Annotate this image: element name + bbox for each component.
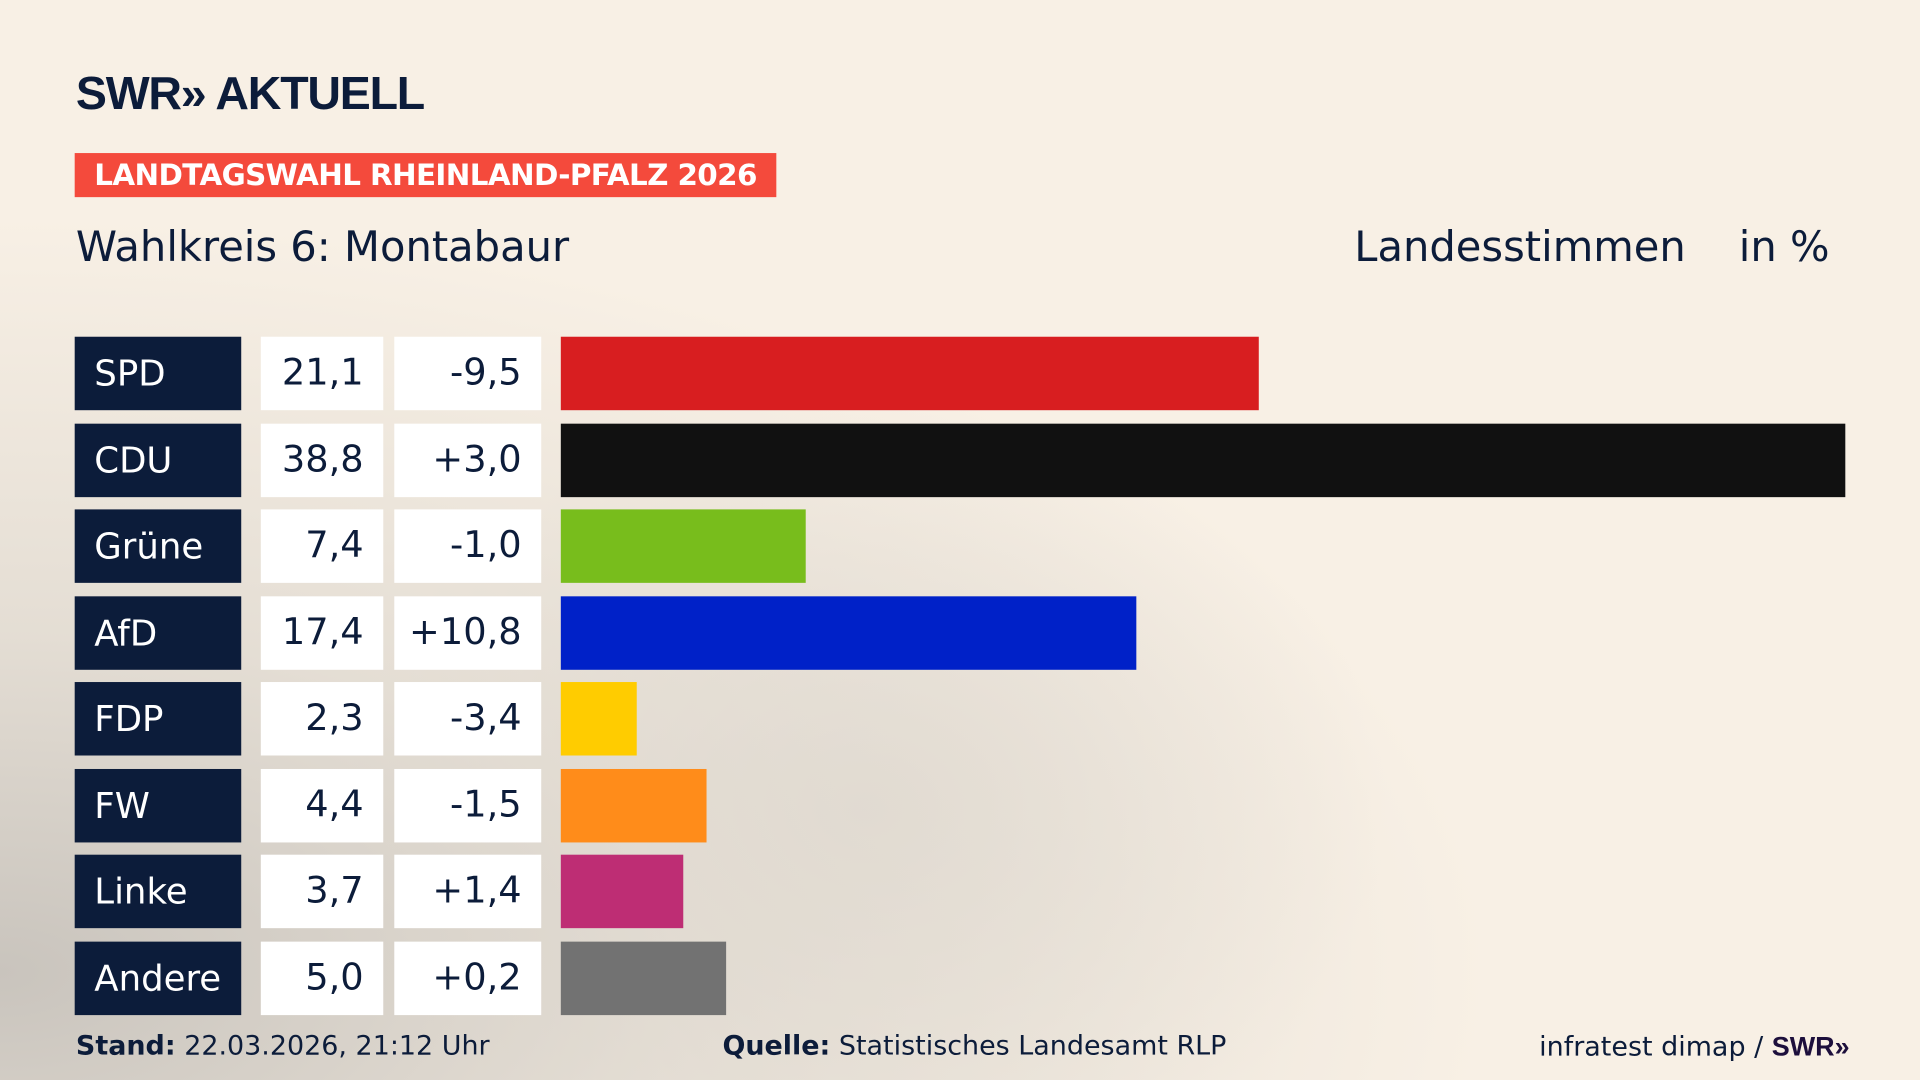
bar	[560, 941, 727, 1015]
bar	[560, 423, 1846, 497]
stand-value: 22.03.2026, 21:12 Uhr	[184, 1031, 490, 1062]
source: Quelle: Statistisches Landesamt RLP	[722, 1031, 1226, 1062]
bar-row: Grüne 7,4 -1,0	[0, 509, 1920, 583]
value-label: 5,0	[260, 941, 384, 1015]
vote-type-label: Landesstimmen	[1354, 222, 1686, 272]
timestamp: Stand: 22.03.2026, 21:12 Uhr	[76, 1031, 490, 1062]
party-label: FDP	[74, 682, 242, 756]
stand-label: Stand:	[75, 1031, 176, 1062]
value-label: 38,8	[260, 423, 384, 497]
bar	[560, 768, 707, 842]
party-label: AfD	[74, 595, 242, 670]
credit-text: infratest dimap /	[1539, 1032, 1772, 1063]
value-label: 3,7	[260, 854, 384, 929]
credit: infratest dimap / SWR»	[1539, 1031, 1849, 1063]
diff-label: +0,2	[394, 941, 542, 1015]
bar	[560, 336, 1260, 411]
constituency-title: Wahlkreis 6: Montabaur	[75, 222, 570, 272]
bar	[560, 854, 684, 929]
diff-label: -9,5	[394, 336, 542, 411]
source-value: Statistisches Landesamt RLP	[838, 1031, 1227, 1062]
diff-label: +10,8	[394, 595, 542, 670]
party-label: CDU	[74, 423, 242, 497]
bar-row: FW 4,4 -1,5	[0, 768, 1920, 842]
party-label: Grüne	[74, 509, 242, 583]
election-banner: LANDTAGSWAHL RHEINLAND-PFALZ 2026	[74, 153, 777, 198]
value-label: 21,1	[260, 336, 384, 411]
value-label: 4,4	[260, 768, 384, 842]
party-label: FW	[74, 768, 242, 842]
bar-row: FDP 2,3 -3,4	[0, 682, 1920, 756]
value-label: 7,4	[260, 509, 384, 583]
bar-row: AfD 17,4 +10,8	[0, 595, 1920, 670]
party-label: Andere	[74, 941, 242, 1015]
diff-label: +1,4	[394, 854, 542, 929]
diff-label: -3,4	[394, 682, 542, 756]
value-label: 17,4	[260, 595, 384, 670]
diff-label: -1,0	[394, 509, 542, 583]
bar-row: Andere 5,0 +0,2	[0, 941, 1920, 1015]
swr-logo: SWR»	[1771, 1031, 1850, 1062]
bar	[560, 682, 637, 756]
bar-row: SPD 21,1 -9,5	[0, 336, 1920, 411]
swr-aktuell-logo: SWR» AKTUELL	[75, 68, 425, 121]
bar-row: Linke 3,7 +1,4	[0, 854, 1920, 929]
diff-label: -1,5	[394, 768, 542, 842]
unit-label: in %	[1738, 222, 1830, 272]
bar	[560, 509, 806, 583]
diff-label: +3,0	[394, 423, 542, 497]
party-label: Linke	[74, 854, 242, 929]
value-label: 2,3	[260, 682, 384, 756]
bar	[560, 595, 1137, 670]
bar-row: CDU 38,8 +3,0	[0, 423, 1920, 497]
party-label: SPD	[74, 336, 242, 411]
source-label: Quelle:	[722, 1031, 831, 1062]
